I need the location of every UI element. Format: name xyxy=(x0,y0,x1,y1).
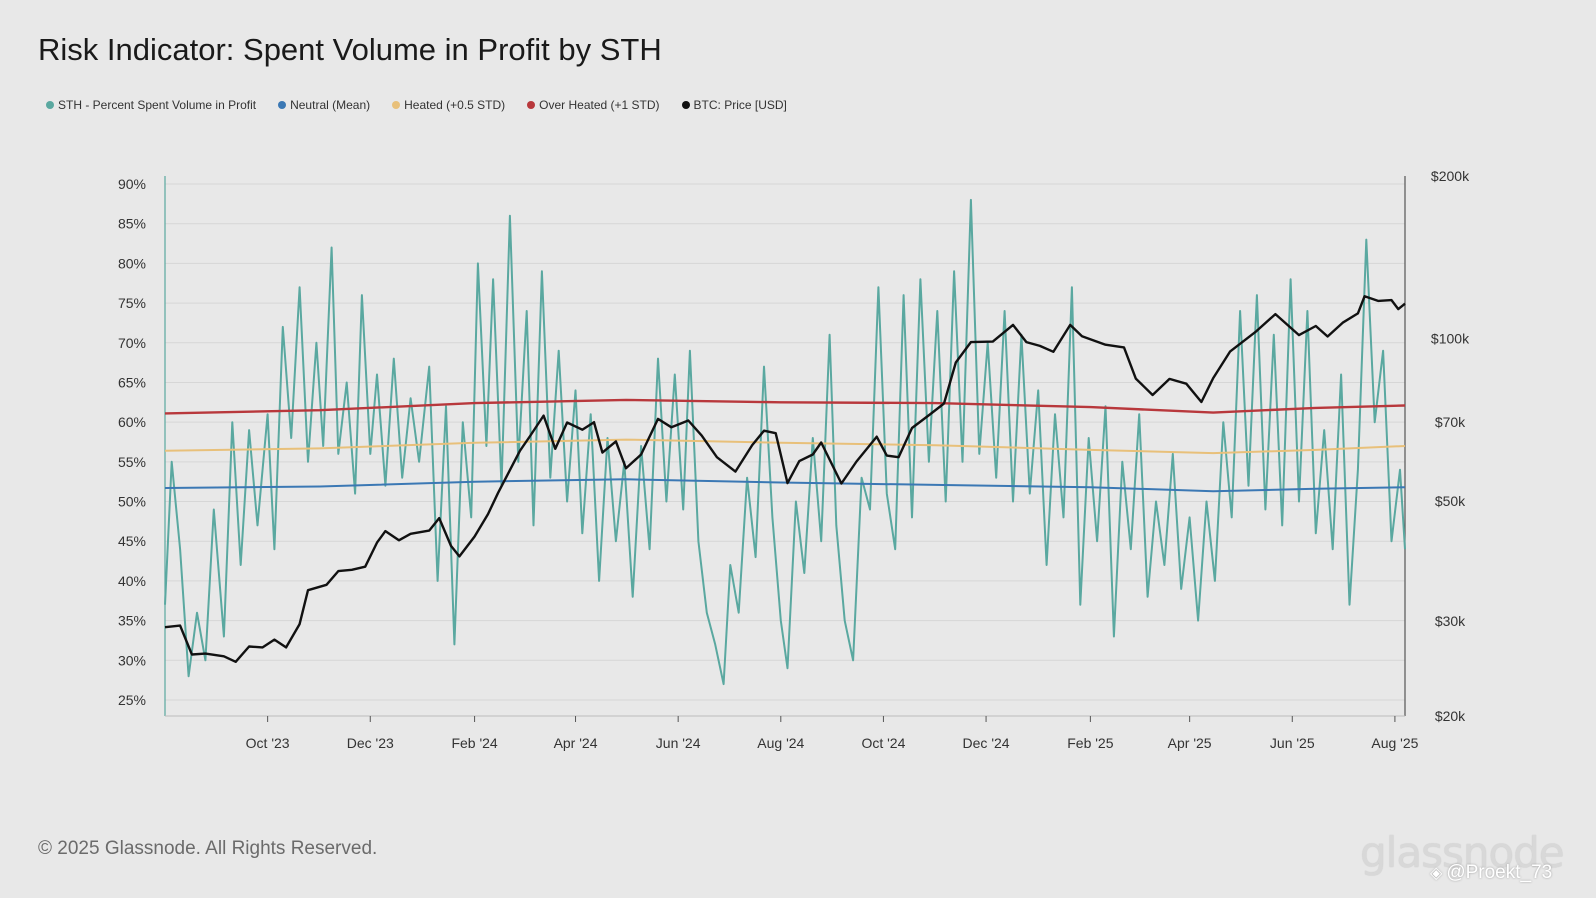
y-left-tick-label: 45% xyxy=(118,533,146,549)
chart-grid xyxy=(165,183,1405,701)
x-tick-label: Jun '24 xyxy=(656,735,701,751)
y-left-tick-label: 80% xyxy=(118,255,146,271)
chart-axes: 90% 85% 80% 75% 70% 65% 60% 55% 50% 45% 40% 35% 30% 2… xyxy=(118,168,1470,751)
y-left-tick-label: 65% xyxy=(118,374,146,390)
legend-label: STH - Percent Spent Volume in Profit xyxy=(58,98,257,112)
x-tick-label: Feb '24 xyxy=(451,735,497,751)
y-right-tick-label: $100k xyxy=(1431,331,1470,347)
legend-item-neutral[interactable]: Neutral (Mean) xyxy=(278,98,370,112)
y-left-tick-label: 85% xyxy=(118,216,146,232)
y-left-tick-label: 40% xyxy=(118,573,146,589)
y-right-tick-label: $200k xyxy=(1431,168,1470,184)
y-left-tick-label: 75% xyxy=(118,295,146,311)
legend-label: Heated (+0.5 STD) xyxy=(404,98,506,112)
y-left-tick-label: 30% xyxy=(118,652,146,668)
legend-item-sth[interactable]: STH - Percent Spent Volume in Profit xyxy=(46,98,256,112)
x-tick-label: Apr '24 xyxy=(554,735,598,751)
y-right-tick-label: $20k xyxy=(1435,708,1466,724)
x-tick-label: Dec '24 xyxy=(963,735,1010,751)
legend-dot-icon xyxy=(46,101,54,109)
over-heated-line xyxy=(164,398,1406,415)
y-left-tick-label: 70% xyxy=(118,335,146,351)
y-right-tick-label: $50k xyxy=(1435,493,1466,509)
legend-dot-icon xyxy=(278,101,287,109)
y-left-tick-label: 90% xyxy=(118,176,146,192)
legend-label: Over Heated (+1 STD) xyxy=(539,98,660,112)
legend-dot-icon xyxy=(392,101,401,109)
x-tick-label: Feb '25 xyxy=(1067,735,1113,751)
copyright-footer: © 2025 Glassnode. All Rights Reserved. xyxy=(38,838,378,859)
btc-price-line xyxy=(164,295,1406,663)
author-name: @Proekt_73 xyxy=(1446,862,1553,883)
y-left-tick-label: 25% xyxy=(118,692,146,708)
diamond-icon: ◈ xyxy=(1430,865,1443,882)
legend-dot-icon xyxy=(681,101,690,109)
x-tick-label: Oct '24 xyxy=(861,735,905,751)
x-tick-label: Aug '25 xyxy=(1371,735,1418,751)
y-right-tick-label: $70k xyxy=(1435,414,1466,430)
legend-dot-icon xyxy=(527,101,536,109)
neutral-mean-line xyxy=(164,478,1406,493)
heated-line xyxy=(164,438,1406,455)
legend-item-over-heated[interactable]: Over Heated (+1 STD) xyxy=(527,98,660,112)
legend-label: Neutral (Mean) xyxy=(290,98,371,112)
y-left-tick-label: 35% xyxy=(118,613,146,629)
x-tick-label: Jun '25 xyxy=(1270,735,1315,751)
legend-label: BTC: Price [USD] xyxy=(693,98,787,112)
y-left-tick-label: 50% xyxy=(118,494,146,510)
y-left-tick-label: 55% xyxy=(118,454,146,470)
x-tick-label: Aug '24 xyxy=(757,735,804,751)
chart-legend: STH - Percent Spent Volume in Profit Neu… xyxy=(46,98,809,112)
brand-watermark: glassnode xyxy=(1360,828,1565,877)
author-handle: ◈ @Proekt_73 xyxy=(1430,862,1552,884)
x-tick-label: Oct '23 xyxy=(246,735,290,751)
y-right-tick-label: $30k xyxy=(1435,613,1466,629)
sth-line xyxy=(164,198,1406,686)
legend-item-heated[interactable]: Heated (+0.5 STD) xyxy=(392,98,505,112)
chart-title: Risk Indicator: Spent Volume in Profit b… xyxy=(38,32,662,67)
x-tick-label: Dec '23 xyxy=(347,735,394,751)
chart-series xyxy=(164,198,1406,686)
y-left-tick-label: 60% xyxy=(118,414,146,430)
x-tick-label: Apr '25 xyxy=(1168,735,1212,751)
legend-item-btc-price[interactable]: BTC: Price [USD] xyxy=(681,98,787,112)
